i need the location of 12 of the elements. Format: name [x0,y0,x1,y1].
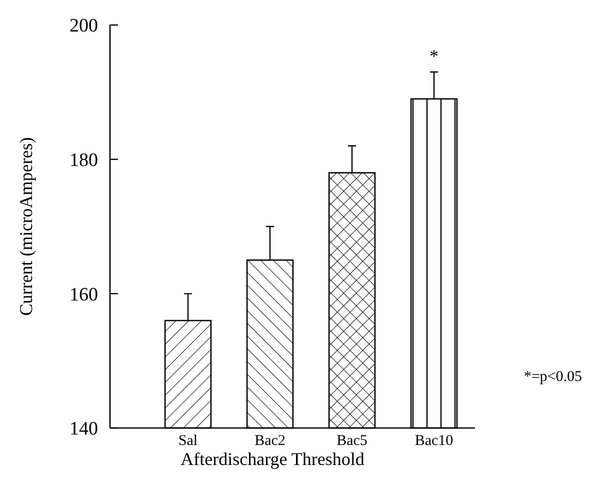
x-axis-title: Afterdischarge Threshold [180,449,364,469]
y-tick-label: 160 [70,284,98,306]
x-tick-label: Bac2 [254,433,286,449]
x-tick-label: Sal [178,433,198,449]
y-tick-label: 180 [70,150,98,171]
x-tick-label: Bac5 [336,433,368,449]
annotation: * [430,46,438,66]
y-axis-title: Current (microAmperes) [16,137,36,316]
y-tick-label: 140 [70,418,98,440]
y-tick-label: 200 [70,16,98,37]
text: *=p<0.05 [524,368,582,385]
x-tick-label: Bac10 [414,433,454,449]
